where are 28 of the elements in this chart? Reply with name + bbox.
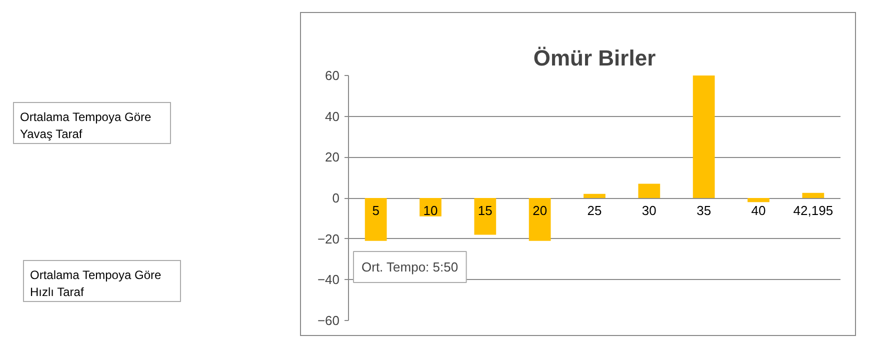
bar	[802, 192, 824, 198]
x-tick-label: 40	[751, 203, 766, 218]
bar	[528, 198, 551, 241]
bar	[692, 76, 715, 198]
x-tick-label: 30	[642, 203, 656, 218]
bar	[638, 184, 660, 198]
chart-title: Ömür Birler	[533, 46, 656, 70]
x-tick-label: 20	[532, 203, 548, 218]
text: Ortalama Tempoya Göre Yavaş Taraf	[13, 102, 171, 144]
bar	[474, 198, 496, 235]
annotation: Ort. Tempo: 5:50	[362, 260, 458, 274]
x-tick-label: 10	[423, 203, 438, 218]
bar	[364, 198, 387, 241]
y-tick-label: 20	[325, 150, 340, 165]
y-tick-label: 40	[325, 108, 340, 124]
y-tick-label: 60	[325, 68, 340, 83]
y-tick-label: −60	[317, 313, 340, 328]
x-tick-label: 25	[587, 203, 602, 218]
y-tick-label: 0	[332, 190, 340, 206]
x-tick-label: 15	[478, 203, 492, 218]
x-tick-label: 5	[372, 203, 380, 218]
text: Ortalama Tempoya Göre Hızlı Taraf	[23, 260, 181, 302]
y-tick-label: −20	[317, 231, 340, 246]
x-tick-label: 42,195	[793, 203, 834, 218]
y-tick-label: −40	[317, 272, 340, 288]
x-tick-label: 35	[696, 203, 712, 218]
bar	[748, 198, 770, 202]
bar	[584, 194, 606, 198]
